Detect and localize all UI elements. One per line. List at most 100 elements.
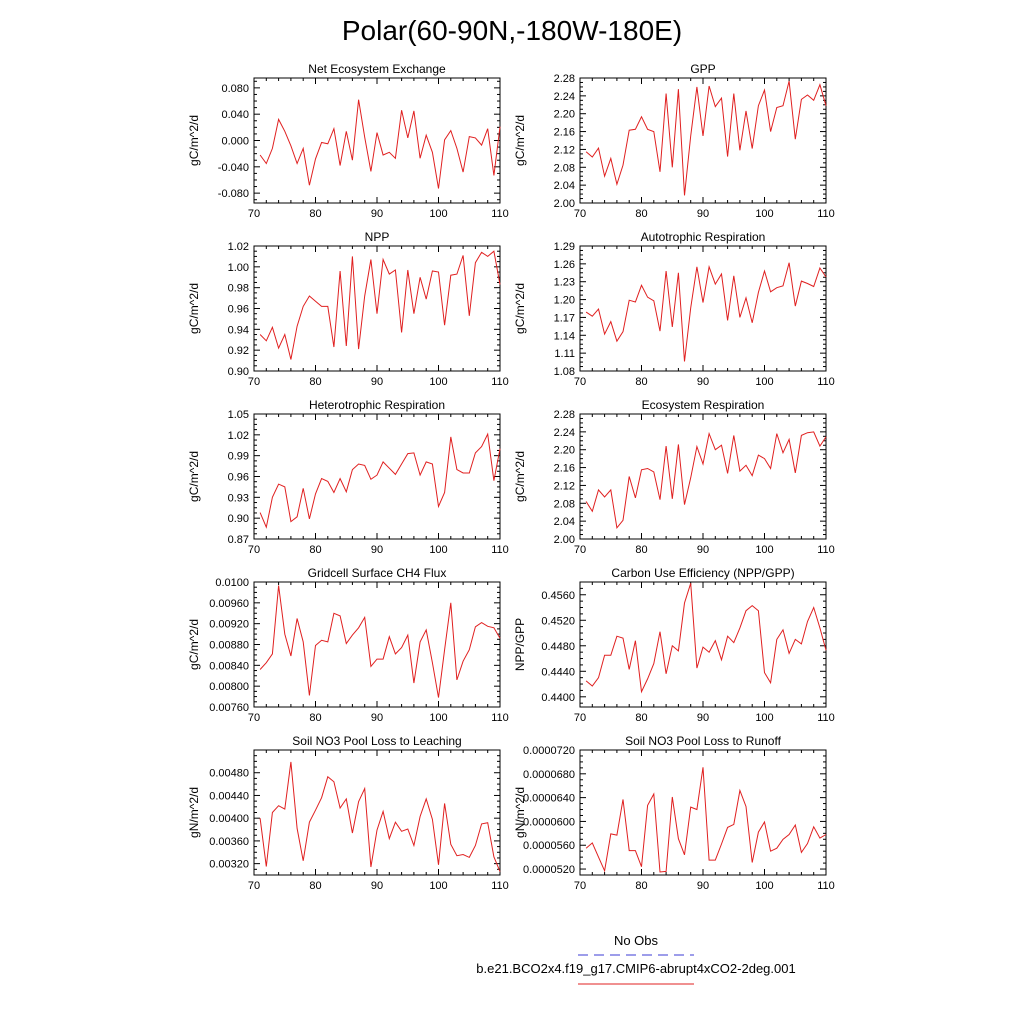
panel-soil-no3-pool-loss-to-leaching-xtick-label: 90: [371, 880, 383, 892]
panel-gpp-title: GPP: [690, 62, 715, 76]
panel-heterotrophic-respiration-ytick-label: 0.90: [228, 513, 249, 525]
panel-npp-xtick-label: 90: [371, 376, 383, 388]
panel-gpp-xtick-label: 110: [817, 208, 835, 220]
panel-gridcell-surface-ch4-flux-ytick-label: 0.00800: [209, 681, 249, 693]
panel-autotrophic-respiration-ytick-label: 1.29: [554, 241, 575, 253]
panel-ecosystem-respiration-ytick-label: 2.28: [554, 409, 575, 421]
panel-carbon-use-efficiency-npp-gpp-ytick-label: 0.4480: [541, 641, 575, 653]
panel-gpp-ytick-label: 2.16: [554, 127, 575, 139]
panel-gridcell-surface-ch4-flux-xtick-label: 100: [429, 712, 447, 724]
legend-label-no-obs: No Obs: [614, 933, 659, 948]
panel-soil-no3-pool-loss-to-runoff-ytick-label: 0.0000720: [523, 745, 575, 757]
panel-autotrophic-respiration-ytick-label: 1.23: [554, 277, 575, 289]
panel-autotrophic-respiration-title: Autotrophic Respiration: [641, 230, 766, 244]
panel-soil-no3-pool-loss-to-runoff-xtick-label: 100: [755, 880, 773, 892]
panel-net-ecosystem-exchange-ytick-label: 0.000: [221, 136, 249, 148]
panel-npp-ytick-label: 0.96: [228, 304, 249, 316]
panel-soil-no3-pool-loss-to-leaching-frame: [253, 749, 501, 876]
panel-gpp-ytick-label: 2.12: [554, 144, 575, 156]
panel-heterotrophic-respiration-ytick-label: 1.05: [228, 409, 249, 421]
panel-npp-ytick-label: 0.92: [228, 345, 249, 357]
panel-net-ecosystem-exchange-xtick-label: 100: [429, 208, 447, 220]
panel-ecosystem-respiration-xtick-label: 80: [635, 544, 647, 556]
panel-npp-frame: [253, 245, 501, 372]
panel-npp-ytick-label: 1.02: [228, 241, 249, 253]
panel-gridcell-surface-ch4-flux-ytick-label: 0.00840: [209, 660, 249, 672]
panel-net-ecosystem-exchange-ytick-label: -0.040: [218, 162, 249, 174]
panel-heterotrophic-respiration-xtick-label: 100: [429, 544, 447, 556]
panel-gpp-ytick-label: 2.04: [554, 180, 575, 192]
panel-soil-no3-pool-loss-to-leaching-ytick-label: 0.00400: [209, 813, 249, 825]
panel-net-ecosystem-exchange-ytick-label: -0.080: [218, 188, 249, 200]
panel-heterotrophic-respiration-ylabel: gC/m^2/d: [187, 451, 201, 502]
panel-heterotrophic-respiration: Heterotrophic Respiration gC/m^2/d 70 80 90 1…: [187, 398, 509, 556]
panel-net-ecosystem-exchange-frame: [253, 77, 501, 204]
panel-heterotrophic-respiration-series-line: [259, 432, 501, 529]
panel-heterotrophic-respiration-ytick-label: 0.93: [228, 492, 249, 504]
panel-ecosystem-respiration-series-line: [585, 431, 827, 529]
panel-carbon-use-efficiency-npp-gpp-ytick-label: 0.4440: [541, 666, 575, 678]
panel-soil-no3-pool-loss-to-leaching-xtick-label: 100: [429, 880, 447, 892]
panel-net-ecosystem-exchange-xtick-label: 110: [491, 208, 509, 220]
panel-autotrophic-respiration-ytick-label: 1.14: [554, 330, 575, 342]
panel-soil-no3-pool-loss-to-runoff-series-line: [585, 767, 827, 873]
panel-npp-ytick-label: 1.00: [228, 262, 249, 274]
panel-soil-no3-pool-loss-to-leaching-ytick-label: 0.00360: [209, 836, 249, 848]
panel-ecosystem-respiration-ytick-label: 2.16: [554, 463, 575, 475]
panel-gridcell-surface-ch4-flux-xtick-label: 80: [309, 712, 321, 724]
panel-net-ecosystem-exchange-ytick-label: 0.040: [221, 109, 249, 121]
panel-ecosystem-respiration-ytick-label: 2.08: [554, 498, 575, 510]
panel-ecosystem-respiration-title: Ecosystem Respiration: [642, 398, 765, 412]
panel-autotrophic-respiration-ytick-label: 1.20: [554, 295, 575, 307]
panel-net-ecosystem-exchange-title: Net Ecosystem Exchange: [308, 62, 446, 76]
panel-carbon-use-efficiency-npp-gpp-xtick-label: 80: [635, 712, 647, 724]
panel-soil-no3-pool-loss-to-runoff-xtick-label: 110: [817, 880, 835, 892]
panel-heterotrophic-respiration-xtick-label: 70: [248, 544, 260, 556]
panel-net-ecosystem-exchange-series-line: [259, 99, 501, 189]
panel-ecosystem-respiration-xtick-label: 100: [755, 544, 773, 556]
panel-gridcell-surface-ch4-flux-ytick-label: 0.0100: [215, 577, 249, 589]
panel-autotrophic-respiration-ytick-label: 1.17: [554, 312, 575, 324]
panel-carbon-use-efficiency-npp-gpp-title: Carbon Use Efficiency (NPP/GPP): [611, 566, 794, 580]
panel-soil-no3-pool-loss-to-runoff-ytick-label: 0.0000560: [523, 840, 575, 852]
panel-autotrophic-respiration-xtick-label: 70: [574, 376, 586, 388]
panel-autotrophic-respiration-xtick-label: 110: [817, 376, 835, 388]
panel-soil-no3-pool-loss-to-runoff-ytick-label: 0.0000640: [523, 793, 575, 805]
panel-gpp-xtick-label: 80: [635, 208, 647, 220]
panel-gridcell-surface-ch4-flux-series-line: [259, 585, 501, 698]
panel-heterotrophic-respiration-ytick-label: 1.02: [228, 430, 249, 442]
panel-ecosystem-respiration-xtick-label: 110: [817, 544, 835, 556]
panel-ecosystem-respiration-ytick-label: 2.24: [554, 427, 575, 439]
panels-group: Net Ecosystem Exchange gC/m^2/d 70 80 90 100 1…: [187, 62, 835, 892]
panel-soil-no3-pool-loss-to-leaching: Soil NO3 Pool Loss to Leaching gN/m^2/d 70…: [187, 734, 509, 892]
panel-ecosystem-respiration-ytick-label: 2.04: [554, 516, 575, 528]
panel-soil-no3-pool-loss-to-leaching-xtick-label: 110: [491, 880, 509, 892]
panel-autotrophic-respiration-ytick-label: 1.08: [554, 366, 575, 378]
panel-autotrophic-respiration-series-line: [585, 262, 827, 362]
panel-gpp-ytick-label: 2.00: [554, 198, 575, 210]
panel-heterotrophic-respiration-ytick-label: 0.99: [228, 451, 249, 463]
panel-carbon-use-efficiency-npp-gpp-xtick-label: 100: [755, 712, 773, 724]
panel-net-ecosystem-exchange-ylabel: gC/m^2/d: [187, 115, 201, 166]
panel-ecosystem-respiration-ytick-label: 2.20: [554, 445, 575, 457]
panel-npp-ylabel: gC/m^2/d: [187, 283, 201, 334]
panel-ecosystem-respiration-ytick-label: 2.00: [554, 534, 575, 546]
panel-carbon-use-efficiency-npp-gpp-xtick-label: 70: [574, 712, 586, 724]
panel-npp-series-line: [259, 250, 501, 360]
panel-gridcell-surface-ch4-flux-ylabel: gC/m^2/d: [187, 619, 201, 670]
panel-net-ecosystem-exchange: Net Ecosystem Exchange gC/m^2/d 70 80 90 100 1…: [187, 62, 509, 220]
panel-gpp-xtick-label: 70: [574, 208, 586, 220]
legend-label-case: b.e21.BCO2x4.f19_g17.CMIP6-abrupt4xCO2-2…: [476, 961, 795, 976]
panel-gpp-ytick-label: 2.20: [554, 109, 575, 121]
panel-heterotrophic-respiration-ytick-label: 0.87: [228, 534, 249, 546]
panel-soil-no3-pool-loss-to-leaching-ytick-label: 0.00480: [209, 768, 249, 780]
panel-npp-ytick-label: 0.98: [228, 283, 249, 295]
panel-carbon-use-efficiency-npp-gpp-ytick-label: 0.4400: [541, 692, 575, 704]
panel-net-ecosystem-exchange-ytick-label: 0.080: [221, 83, 249, 95]
panel-gridcell-surface-ch4-flux-title: Gridcell Surface CH4 Flux: [308, 566, 447, 580]
panel-soil-no3-pool-loss-to-leaching-ytick-label: 0.00320: [209, 859, 249, 871]
panel-heterotrophic-respiration-ytick-label: 0.96: [228, 472, 249, 484]
panel-ecosystem-respiration-ytick-label: 2.12: [554, 480, 575, 492]
panel-net-ecosystem-exchange-xtick-label: 80: [309, 208, 321, 220]
